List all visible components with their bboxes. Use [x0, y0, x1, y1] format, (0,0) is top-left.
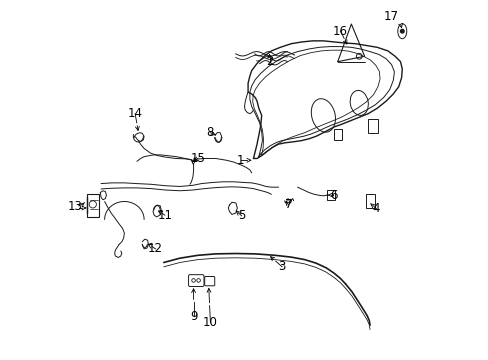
Text: 11: 11 — [157, 209, 172, 222]
Text: 16: 16 — [332, 25, 347, 38]
Text: 15: 15 — [190, 152, 205, 165]
Bar — [366, 194, 375, 208]
Circle shape — [400, 30, 403, 33]
Bar — [367, 119, 378, 134]
Text: 1: 1 — [237, 154, 244, 167]
Text: 17: 17 — [383, 10, 398, 23]
Text: 9: 9 — [189, 310, 197, 323]
Text: 13: 13 — [68, 201, 82, 213]
Bar — [86, 194, 99, 217]
Text: 6: 6 — [329, 189, 337, 202]
Text: 14: 14 — [127, 107, 142, 120]
Bar — [326, 190, 334, 200]
Text: 10: 10 — [203, 316, 218, 329]
Text: 5: 5 — [238, 210, 245, 222]
Bar — [333, 129, 341, 140]
Text: 7: 7 — [284, 198, 291, 211]
Text: 2: 2 — [265, 55, 273, 68]
Text: 12: 12 — [148, 242, 163, 255]
Text: 3: 3 — [278, 260, 285, 273]
Text: 8: 8 — [206, 126, 214, 139]
Text: 4: 4 — [372, 202, 380, 215]
